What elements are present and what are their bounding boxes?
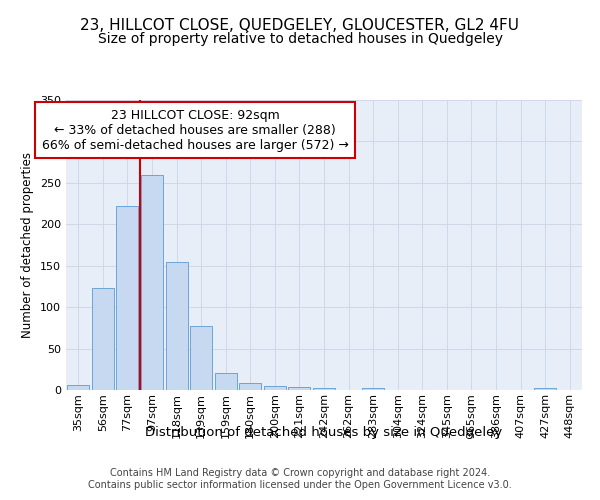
Bar (190, 326, 212, 390)
Bar (534, 388, 556, 390)
Bar (141, 174, 163, 390)
Bar (362, 388, 384, 390)
Bar (116, 206, 139, 390)
Bar (67, 385, 89, 390)
Y-axis label: Number of detached properties: Number of detached properties (22, 152, 34, 338)
Text: 23 HILLCOT CLOSE: 92sqm
← 33% of detached houses are smaller (288)
66% of semi-d: 23 HILLCOT CLOSE: 92sqm ← 33% of detache… (41, 108, 349, 152)
Text: 23, HILLCOT CLOSE, QUEDGELEY, GLOUCESTER, GL2 4FU: 23, HILLCOT CLOSE, QUEDGELEY, GLOUCESTER… (80, 18, 520, 32)
Bar (239, 384, 262, 390)
Bar (264, 386, 286, 390)
Bar (92, 288, 114, 390)
Text: Contains public sector information licensed under the Open Government Licence v3: Contains public sector information licen… (88, 480, 512, 490)
Bar (289, 386, 310, 390)
Bar (166, 262, 188, 390)
Text: Distribution of detached houses by size in Quedgeley: Distribution of detached houses by size … (145, 426, 503, 439)
Bar (215, 372, 237, 390)
Text: Size of property relative to detached houses in Quedgeley: Size of property relative to detached ho… (97, 32, 503, 46)
Bar (313, 388, 335, 390)
Text: Contains HM Land Registry data © Crown copyright and database right 2024.: Contains HM Land Registry data © Crown c… (110, 468, 490, 477)
